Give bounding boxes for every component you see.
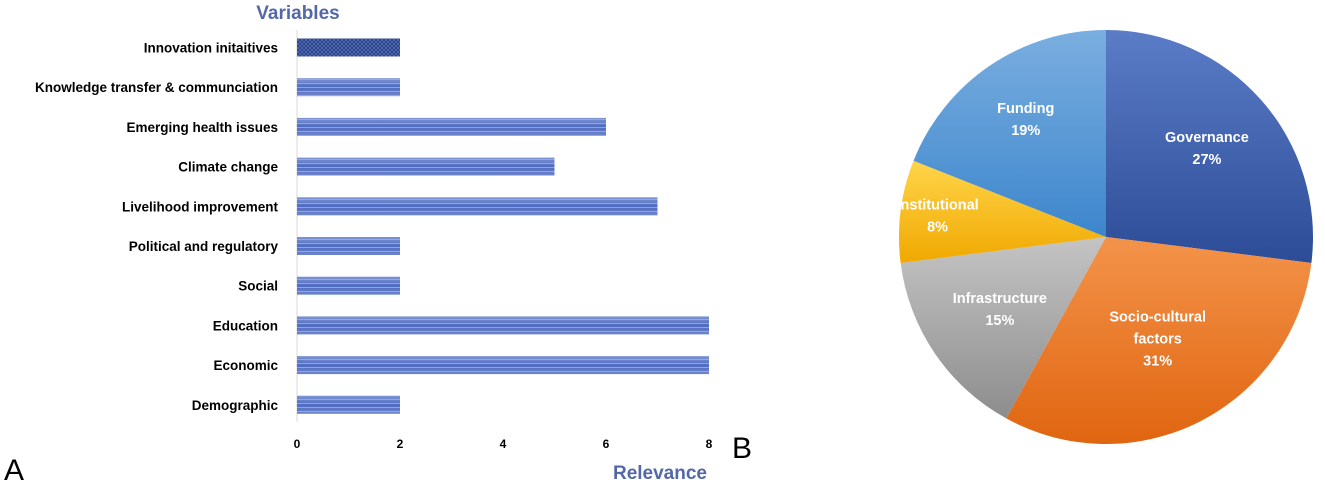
bar-stripes bbox=[297, 197, 658, 216]
bar-chart-title: Variables bbox=[256, 3, 339, 24]
category-label: Emerging health issues bbox=[126, 120, 278, 135]
bar-9 bbox=[297, 395, 400, 414]
bar-6 bbox=[297, 276, 400, 295]
x-tick-label: 2 bbox=[397, 437, 404, 451]
bar-stripes bbox=[297, 157, 555, 176]
category-label: Social bbox=[238, 279, 278, 294]
pie-slice-2 bbox=[900, 237, 1106, 419]
category-label: Economic bbox=[213, 358, 278, 373]
bar-chart-panel-a: Variables Innovation initaitives Knowledg… bbox=[35, 3, 713, 484]
pie-label: Funding 19% bbox=[997, 101, 1054, 139]
x-tick-label: 8 bbox=[706, 437, 713, 451]
x-axis-title: Relevance bbox=[613, 463, 707, 484]
category-label: Knowledge transfer & communciation bbox=[35, 80, 278, 95]
bar-rect bbox=[297, 38, 400, 57]
category-label: Livelihood improvement bbox=[122, 199, 279, 214]
bar-stripes bbox=[297, 78, 400, 97]
bar-stripes bbox=[297, 395, 400, 414]
category-label: Education bbox=[213, 318, 278, 333]
x-tick-label: 4 bbox=[500, 437, 507, 451]
bar-0 bbox=[297, 38, 400, 57]
bar-stripes bbox=[297, 356, 709, 375]
category-label: Demographic bbox=[192, 398, 279, 413]
pie-chart-panel-b: Governance 27% Socio-cultural factors 31% Inf… bbox=[897, 30, 1314, 445]
bar-5 bbox=[297, 237, 400, 255]
pie-label: Infrastructure 15% bbox=[953, 291, 1047, 329]
bar-4 bbox=[297, 197, 658, 216]
pie-label: Institutional 8% bbox=[897, 198, 979, 236]
bar-3 bbox=[297, 157, 555, 176]
pie-slice-1 bbox=[1006, 237, 1312, 445]
bar-8 bbox=[297, 356, 709, 375]
pie-label: Governance 27% bbox=[1165, 130, 1249, 168]
pie-slice-4 bbox=[913, 30, 1106, 237]
x-tick-label: 6 bbox=[603, 437, 610, 451]
pie-label: Socio-cultural factors 31% bbox=[1109, 309, 1206, 369]
bar-stripes bbox=[297, 117, 606, 136]
bar-stripes bbox=[297, 237, 400, 255]
bar-1 bbox=[297, 78, 400, 97]
bar-2 bbox=[297, 117, 606, 136]
category-label: Innovation initaitives bbox=[144, 41, 278, 56]
category-label: Climate change bbox=[178, 160, 278, 175]
bar-7 bbox=[297, 316, 709, 335]
bar-stripes bbox=[297, 316, 709, 335]
panel-label-a: A bbox=[4, 454, 24, 487]
x-tick-label: 0 bbox=[294, 437, 301, 451]
panel-label-b: B bbox=[732, 432, 752, 465]
pie-slice-3 bbox=[898, 160, 1106, 263]
bar-stripes bbox=[297, 276, 400, 295]
pie-slice-0 bbox=[1106, 30, 1314, 263]
category-label: Political and regulatory bbox=[129, 239, 279, 254]
